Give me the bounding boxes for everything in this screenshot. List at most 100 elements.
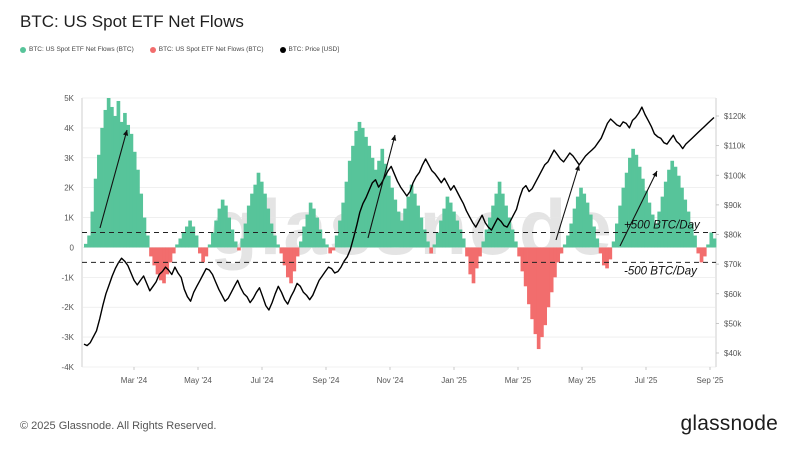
inflow-bar <box>383 163 388 248</box>
trend-arrow-line <box>555 164 580 241</box>
inflow-bar <box>461 238 466 248</box>
inflow-bar <box>641 178 645 248</box>
inflow-bar <box>618 205 622 248</box>
chart-svg: 5K 4K 3K 2K 1K 0 -1K -2K -3K -4K $120k $110k $100k $9… <box>62 94 747 385</box>
legend: BTC: US Spot ETF Net Flows (BTC) BTC: US… <box>20 46 339 53</box>
inflow-bar <box>660 196 665 248</box>
inflow-bar <box>338 220 342 248</box>
outflow-bar <box>465 247 469 257</box>
outflow-bar <box>598 247 603 254</box>
inflow-bar <box>113 115 117 248</box>
inflow-bar <box>413 193 417 248</box>
x-tick-label: Jan '25 <box>441 376 467 385</box>
inflow-bar <box>184 226 189 248</box>
inflow-bar <box>302 226 306 248</box>
inflow-bar <box>233 241 238 248</box>
inflow-bar <box>207 244 212 248</box>
inflow-bar <box>575 196 580 248</box>
inflow-bar <box>634 154 639 248</box>
outflow-bar <box>289 247 293 284</box>
outflow-bar <box>201 247 205 263</box>
inflow-bar <box>106 98 111 248</box>
outflow-bar <box>429 247 433 254</box>
inflow-bar <box>458 229 463 248</box>
outflow-bar <box>533 247 538 335</box>
inflow-bar <box>686 211 691 248</box>
legend-item-inflow[interactable]: BTC: US Spot ETF Net Flows (BTC) <box>20 46 134 53</box>
x-tick-label: Jul '25 <box>635 376 658 385</box>
y-left-tick-label: 4K <box>64 124 74 133</box>
outflow-bar <box>540 247 544 338</box>
outflow-bar <box>517 247 521 257</box>
inflow-bar <box>214 220 218 248</box>
inflow-bar <box>403 208 407 248</box>
inflow-bar <box>269 223 274 248</box>
inflow-bar <box>631 148 635 248</box>
legend-inflow-swatch <box>20 46 26 53</box>
inflow-bar <box>400 220 404 248</box>
inflow-bar <box>259 181 264 248</box>
legend-item-price[interactable]: BTC: Price [USD] <box>279 46 339 53</box>
inflow-bar <box>100 127 104 248</box>
inflow-bar <box>419 217 424 248</box>
x-tick-label: Mar '24 <box>121 376 148 385</box>
inflow-bar <box>582 193 587 248</box>
outflow-bar <box>285 247 290 278</box>
inflow-bar <box>272 235 277 248</box>
outflow-bar <box>328 247 332 254</box>
inflow-bar <box>667 169 671 248</box>
inflow-bar <box>110 106 114 248</box>
inflow-bar <box>647 202 652 248</box>
inflow-bar <box>370 157 375 248</box>
legend-outflow-swatch <box>149 46 156 53</box>
outflow-bar <box>279 247 284 254</box>
inflow-bar <box>426 241 430 248</box>
inflow-bar <box>455 220 460 248</box>
inflow-bar <box>484 229 489 248</box>
inflow-bar <box>712 238 717 248</box>
inflow-bar <box>654 223 658 248</box>
trend-arrow-line <box>99 129 128 229</box>
outflow-bar <box>162 247 166 284</box>
inflow-bar <box>689 223 694 248</box>
outflow-bar <box>601 247 606 266</box>
inflow-bar <box>321 238 326 248</box>
brand-logo: glassnode <box>680 412 778 435</box>
inflow-bar <box>240 238 245 248</box>
legend-item-outflow[interactable]: BTC: US Spot ETF Net Flows (BTC) <box>149 46 264 53</box>
inflow-bar <box>243 223 248 248</box>
inflow-bar <box>448 202 453 248</box>
outflow-bar <box>702 247 707 257</box>
inflow-bar <box>276 244 280 248</box>
outflow-bar <box>699 247 704 263</box>
inflow-bar <box>139 193 144 248</box>
outflow-bar <box>605 247 609 269</box>
inflow-bar <box>263 193 267 248</box>
inflow-bar <box>178 238 183 248</box>
chart-title: BTC: US Spot ETF Net Flows <box>20 12 244 31</box>
inflow-bar <box>367 145 372 248</box>
plus-500-label: +500 BTC/Day <box>624 220 701 232</box>
inflow-bar <box>334 235 339 248</box>
inflow-bar <box>481 241 486 248</box>
outflow-bar <box>204 247 209 257</box>
inflow-bar <box>377 160 381 248</box>
outflow-bar <box>696 247 701 254</box>
inflow-bar <box>572 208 577 248</box>
inflow-bar <box>305 214 310 248</box>
x-tick-label: Nov '24 <box>377 376 404 385</box>
inflow-bar <box>380 148 385 248</box>
inflow-bar <box>663 181 668 248</box>
y-left-tick-label: 0 <box>70 243 75 252</box>
legend-price-swatch <box>279 46 286 53</box>
inflow-bar <box>299 241 303 248</box>
y-left-tick-label: 2K <box>64 184 74 193</box>
inflow-bar <box>624 172 629 248</box>
trend-arrow-head <box>391 135 397 141</box>
inflow-bar <box>680 187 684 248</box>
legend-inflow-label: BTC: US Spot ETF Net Flows (BTC) <box>29 46 134 53</box>
inflow-bar <box>341 202 346 248</box>
outflow-bar <box>165 247 170 275</box>
inflow-bar <box>191 226 196 248</box>
price-line <box>83 106 715 347</box>
